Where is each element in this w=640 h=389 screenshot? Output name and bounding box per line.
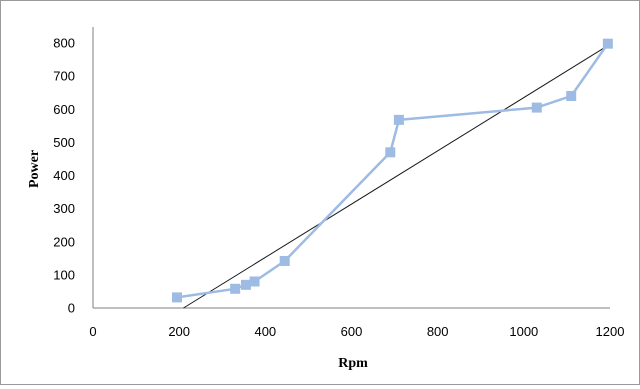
trendline-layer [183, 46, 606, 309]
data-point [385, 147, 396, 158]
data-point [393, 114, 404, 125]
y-axis-title: Power [27, 150, 42, 188]
y-tick-label: 600 [53, 102, 75, 117]
data-point [566, 91, 577, 101]
x-tick-label: 1000 [509, 324, 538, 339]
data-point [531, 102, 542, 113]
series-layer [172, 38, 613, 303]
y-tick-label: 700 [53, 69, 75, 84]
y-tick-label: 100 [53, 267, 75, 282]
x-tick-label: 800 [427, 324, 449, 339]
y-tick-labels: 0 100 200 300 400 500 600 700 800 [53, 36, 75, 316]
data-point [602, 38, 613, 49]
y-tick-label: 300 [53, 201, 75, 216]
chart-axes [92, 27, 610, 309]
x-tick-label: 1200 [596, 324, 625, 339]
data-point [240, 279, 251, 290]
data-point [172, 292, 183, 303]
x-tick-label: 400 [254, 324, 276, 339]
x-tick-label: 600 [341, 324, 363, 339]
data-point [279, 255, 290, 266]
x-tick-label: 0 [89, 324, 96, 339]
linear-trendline [183, 46, 606, 309]
x-tick-label: 200 [168, 324, 190, 339]
y-tick-label: 500 [53, 135, 75, 150]
y-tick-label: 800 [53, 36, 75, 51]
data-point [230, 283, 241, 294]
y-tick-label: 200 [53, 234, 75, 249]
x-axis-title: Rpm [338, 356, 368, 371]
x-tick-labels: 0 200 400 600 800 1000 1200 [89, 324, 624, 339]
series-line [176, 42, 609, 299]
y-tick-label: 0 [68, 301, 75, 316]
y-tick-label: 400 [53, 168, 75, 183]
data-point [249, 276, 260, 287]
